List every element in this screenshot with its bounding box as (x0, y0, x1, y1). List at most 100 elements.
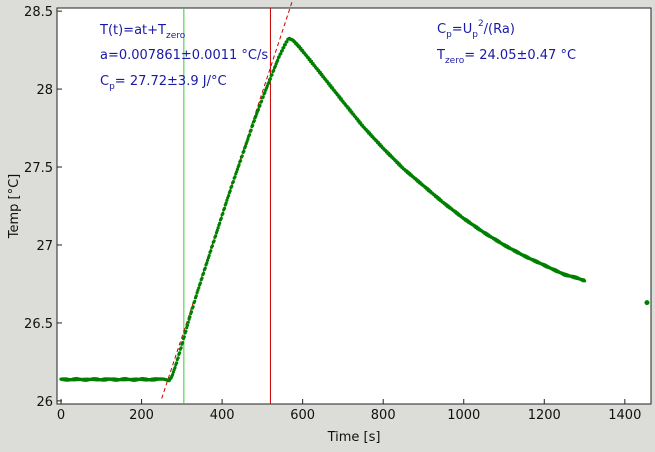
data-point (175, 361, 179, 365)
data-point (210, 244, 214, 248)
data-point (231, 180, 235, 184)
data-point (285, 40, 289, 44)
data-point (200, 276, 204, 280)
data-point (196, 288, 200, 292)
annotation-slope: a=0.007861±0.0011 °C/s (100, 48, 268, 63)
data-point (225, 198, 229, 202)
data-point (263, 91, 267, 95)
data-point (176, 356, 180, 360)
x-tick-label: 0 (57, 408, 65, 423)
plot-area (56, 7, 652, 405)
data-point (260, 99, 264, 103)
y-tick-label: 27.5 (24, 161, 53, 176)
data-point (212, 239, 216, 243)
data-point (186, 320, 190, 324)
data-point (189, 310, 194, 314)
data-point (644, 300, 650, 306)
data-point (254, 114, 258, 118)
data-point (206, 258, 210, 262)
data-point (185, 323, 190, 327)
data-point (216, 226, 220, 230)
data-point (251, 123, 255, 128)
data-point (258, 103, 262, 108)
x-tick-label: 1400 (608, 408, 641, 423)
data-point (215, 228, 219, 232)
data-point (205, 261, 209, 265)
data-point (282, 45, 286, 50)
data-point (247, 133, 252, 137)
x-axis-label: Time [s] (327, 430, 381, 445)
data-point (221, 211, 225, 216)
data-point (219, 216, 223, 220)
data-point (207, 253, 211, 258)
data-point (181, 341, 185, 345)
data-point (252, 119, 256, 123)
y-tick-label: 28.5 (24, 5, 53, 20)
y-tick-label: 26.5 (24, 317, 53, 332)
y-tick-label: 28 (36, 83, 53, 98)
data-point (276, 58, 280, 62)
data-point (197, 286, 201, 290)
data-point (184, 329, 188, 333)
data-point (198, 281, 202, 285)
data-point (182, 335, 186, 339)
data-point (191, 305, 195, 309)
y-ticks: 26 26.5 27 27.5 28 28.5 (24, 5, 62, 410)
data-point (218, 221, 222, 225)
data-point (230, 184, 234, 188)
data-point (188, 315, 192, 319)
data-point (268, 77, 272, 81)
data-point (178, 351, 182, 355)
data-point (203, 266, 207, 270)
x-ticks: 0 200 400 600 800 1000 1200 1400 (57, 399, 641, 423)
data-point (240, 154, 244, 158)
data-point (267, 81, 271, 85)
data-point (246, 137, 250, 141)
data-point (239, 159, 243, 163)
annotation-cp-definition: Cp=Up2/(Ra) (437, 19, 515, 40)
data-point (171, 370, 175, 374)
data-point (582, 279, 587, 283)
data-point (173, 366, 177, 370)
data-point (224, 201, 228, 205)
x-tick-label: 1200 (528, 408, 561, 423)
data-point (194, 294, 198, 298)
x-tick-label: 400 (210, 408, 235, 423)
data-point (179, 346, 183, 350)
data-point (202, 271, 206, 275)
data-point (277, 55, 281, 59)
data-point (270, 73, 274, 77)
y-tick-label: 27 (36, 239, 53, 254)
x-tick-label: 600 (290, 408, 315, 423)
data-point (283, 43, 287, 47)
data-points (59, 36, 650, 383)
x-tick-label: 200 (129, 408, 154, 423)
y-tick-label: 26 (36, 395, 53, 410)
data-point (235, 167, 239, 171)
data-point (242, 149, 246, 153)
annotation-tzero: Tzero= 24.05±0.47 °C (436, 48, 576, 66)
x-tick-label: 800 (371, 408, 396, 423)
x-tick-label: 1000 (447, 408, 480, 423)
data-point (280, 49, 284, 53)
data-point (227, 194, 231, 198)
data-point (214, 234, 218, 238)
data-point (237, 163, 241, 167)
data-point (228, 189, 232, 193)
data-point (265, 84, 269, 88)
data-point (171, 373, 175, 377)
data-point (256, 108, 260, 112)
y-axis-label: Temp [°C] (7, 174, 22, 240)
data-point (261, 95, 265, 99)
data-point (222, 206, 227, 210)
data-point (235, 170, 239, 174)
data-point (272, 68, 276, 73)
data-point (279, 52, 283, 56)
data-point (193, 299, 197, 303)
data-point (233, 175, 237, 179)
annotation-formula: T(t)=at+Tzero (99, 23, 186, 41)
data-point (209, 249, 213, 253)
annotation-heat-capacity: Cp= 27.72±3.9 J/°C (100, 74, 227, 92)
